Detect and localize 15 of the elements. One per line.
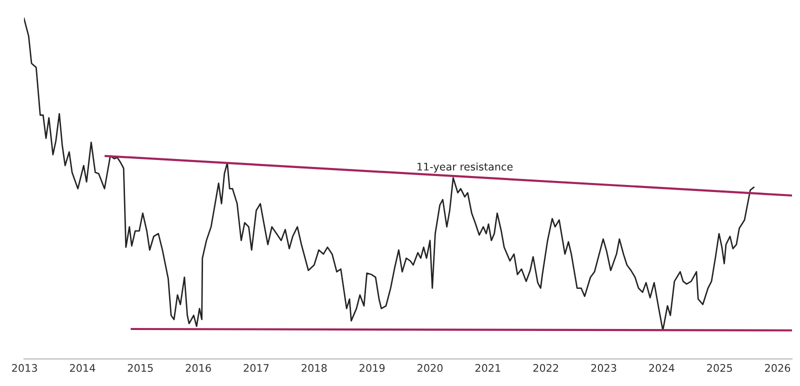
x-tick-label: 2014 [70,364,96,372]
x-tick-label: 2020 [418,364,443,372]
x-tick-label: 2024 [649,364,674,372]
x-tick-label: 2023 [591,364,616,372]
x-tick-label: 2016 [186,364,211,372]
x-tick-label: 2021 [475,364,500,372]
x-tick-label: 2022 [533,364,558,372]
x-tick-label: 2015 [128,364,153,372]
x-tick-label: 2017 [244,364,269,372]
annotation: 11-year resistance [418,162,513,173]
x-tick-label: 2018 [302,364,327,372]
x-tick-label: 2026 [765,364,790,372]
x-tick-label: 2019 [360,364,385,372]
x-tick-label: 2013 [12,364,37,372]
x-tick-label: 2025 [707,364,732,372]
